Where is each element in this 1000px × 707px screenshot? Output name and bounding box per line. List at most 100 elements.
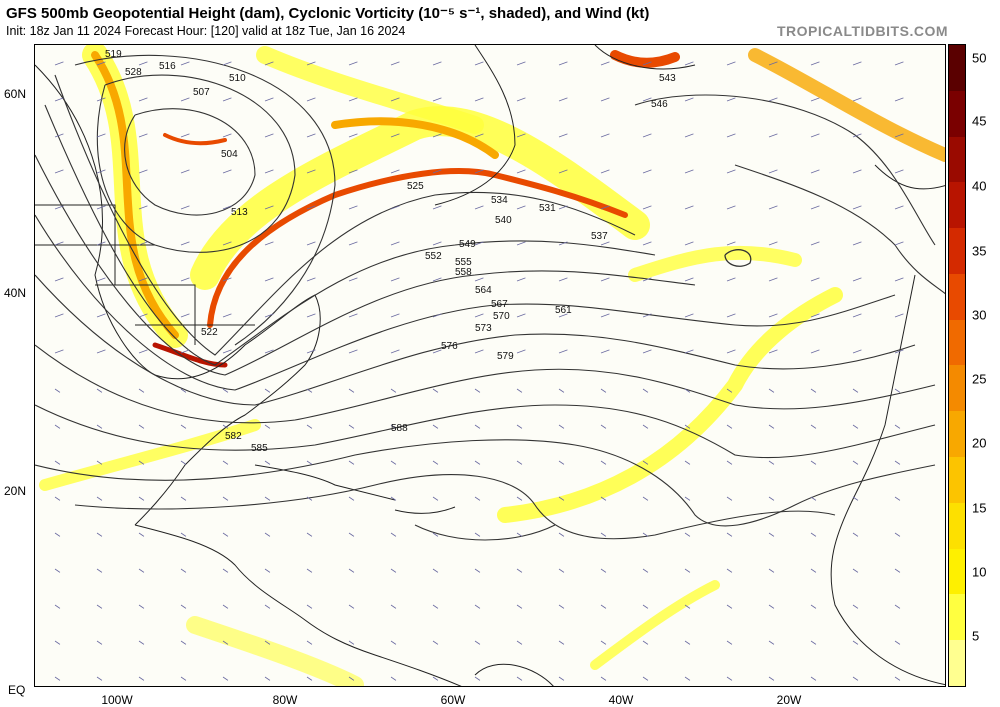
wind-barb: [54, 205, 64, 210]
wind-barb: [726, 676, 733, 681]
wind-barb: [138, 205, 148, 210]
wind-barb: [642, 277, 652, 282]
wind-barb: [180, 640, 187, 645]
lat-label-40n: 40N: [4, 286, 27, 300]
wind-barb: [474, 169, 484, 174]
vorticity-shading: [39, 45, 945, 686]
wind-barb: [516, 460, 523, 465]
wind-barb: [138, 349, 148, 354]
wind-barb: [894, 61, 904, 66]
wind-barb: [390, 640, 397, 645]
wind-barb: [684, 277, 694, 282]
wind-barb: [642, 460, 649, 465]
wind-barb: [432, 313, 442, 318]
wind-barb: [138, 388, 145, 393]
wind-barb: [348, 61, 358, 66]
wind-barb: [810, 313, 820, 318]
wind-barb: [222, 205, 232, 210]
wind-barb: [894, 133, 904, 138]
wind-barb: [180, 496, 187, 501]
wind-barb: [684, 205, 694, 210]
wind-barb: [600, 97, 610, 102]
wind-barb: [264, 424, 271, 429]
wind-barb: [264, 349, 274, 354]
wind-barb: [810, 277, 820, 282]
height-label: 525: [407, 181, 424, 192]
wind-barb: [96, 676, 103, 681]
wind-barb: [894, 97, 904, 102]
wind-barb: [348, 640, 355, 645]
wind-barb: [852, 349, 862, 354]
wind-barb: [768, 133, 778, 138]
wind-barb: [348, 424, 355, 429]
wind-barb: [726, 568, 733, 573]
wind-barb: [642, 313, 652, 318]
colorbar-swatch: [949, 594, 965, 641]
wind-barb: [306, 97, 316, 102]
wind-barb: [96, 604, 103, 609]
wind-barb: [768, 277, 778, 282]
wind-barb: [684, 61, 694, 66]
wind-barb: [894, 388, 901, 393]
wind-barb: [264, 169, 274, 174]
wind-barb: [96, 241, 106, 246]
height-label: 555: [455, 257, 472, 268]
wind-barb: [348, 205, 358, 210]
wind-barb: [96, 424, 103, 429]
wind-barb: [768, 241, 778, 246]
wind-barb: [138, 277, 148, 282]
colorbar-swatch: [949, 365, 965, 412]
wind-barb: [852, 424, 859, 429]
map-subtitle: Init: 18z Jan 11 2024 Forecast Hour: [12…: [6, 24, 406, 38]
wind-barb: [684, 604, 691, 609]
wind-barb: [768, 97, 778, 102]
wind-barb: [96, 169, 106, 174]
wind-barb: [642, 61, 652, 66]
wind-barb: [768, 568, 775, 573]
wind-barb: [768, 676, 775, 681]
wind-barb: [432, 205, 442, 210]
wind-barbs: [54, 61, 904, 681]
wind-barb: [306, 205, 316, 210]
wind-barb: [264, 277, 274, 282]
wind-barb: [726, 532, 733, 537]
wind-barb: [222, 460, 229, 465]
wind-barb: [516, 640, 523, 645]
wind-barb: [684, 640, 691, 645]
wind-barb: [810, 169, 820, 174]
wind-barb: [432, 568, 439, 573]
wind-barb: [222, 424, 229, 429]
wind-barb: [264, 61, 274, 66]
wind-barb: [96, 349, 106, 354]
colorbar-label: 15: [972, 500, 987, 516]
wind-barb: [222, 604, 229, 609]
wind-barb: [810, 241, 820, 246]
wind-barb: [684, 568, 691, 573]
wind-barb: [684, 133, 694, 138]
wind-barb: [306, 460, 313, 465]
wind-barb: [180, 133, 190, 138]
wind-barb: [810, 568, 817, 573]
wind-barb: [432, 97, 442, 102]
wind-barb: [474, 205, 484, 210]
wind-barb: [432, 424, 439, 429]
wind-barb: [306, 133, 316, 138]
wind-barb: [138, 424, 145, 429]
wind-barb: [264, 241, 274, 246]
wind-barb: [642, 169, 652, 174]
wind-barb: [390, 349, 400, 354]
wind-barb: [516, 349, 526, 354]
wind-barb: [726, 640, 733, 645]
wind-barb: [138, 61, 148, 66]
map-panel[interactable]: 519 516 510 507 504 513 525 531 537 543 …: [34, 44, 946, 687]
height-label: 582: [225, 431, 242, 442]
wind-barb: [432, 640, 439, 645]
wind-barb: [180, 568, 187, 573]
wind-barb: [516, 424, 523, 429]
height-label: 531: [539, 203, 556, 214]
map-canvas: 519 516 510 507 504 513 525 531 537 543 …: [35, 45, 945, 686]
height-label: 549: [459, 239, 476, 250]
wind-barb: [390, 61, 400, 66]
wind-barb: [894, 532, 901, 537]
wind-barb: [516, 241, 526, 246]
